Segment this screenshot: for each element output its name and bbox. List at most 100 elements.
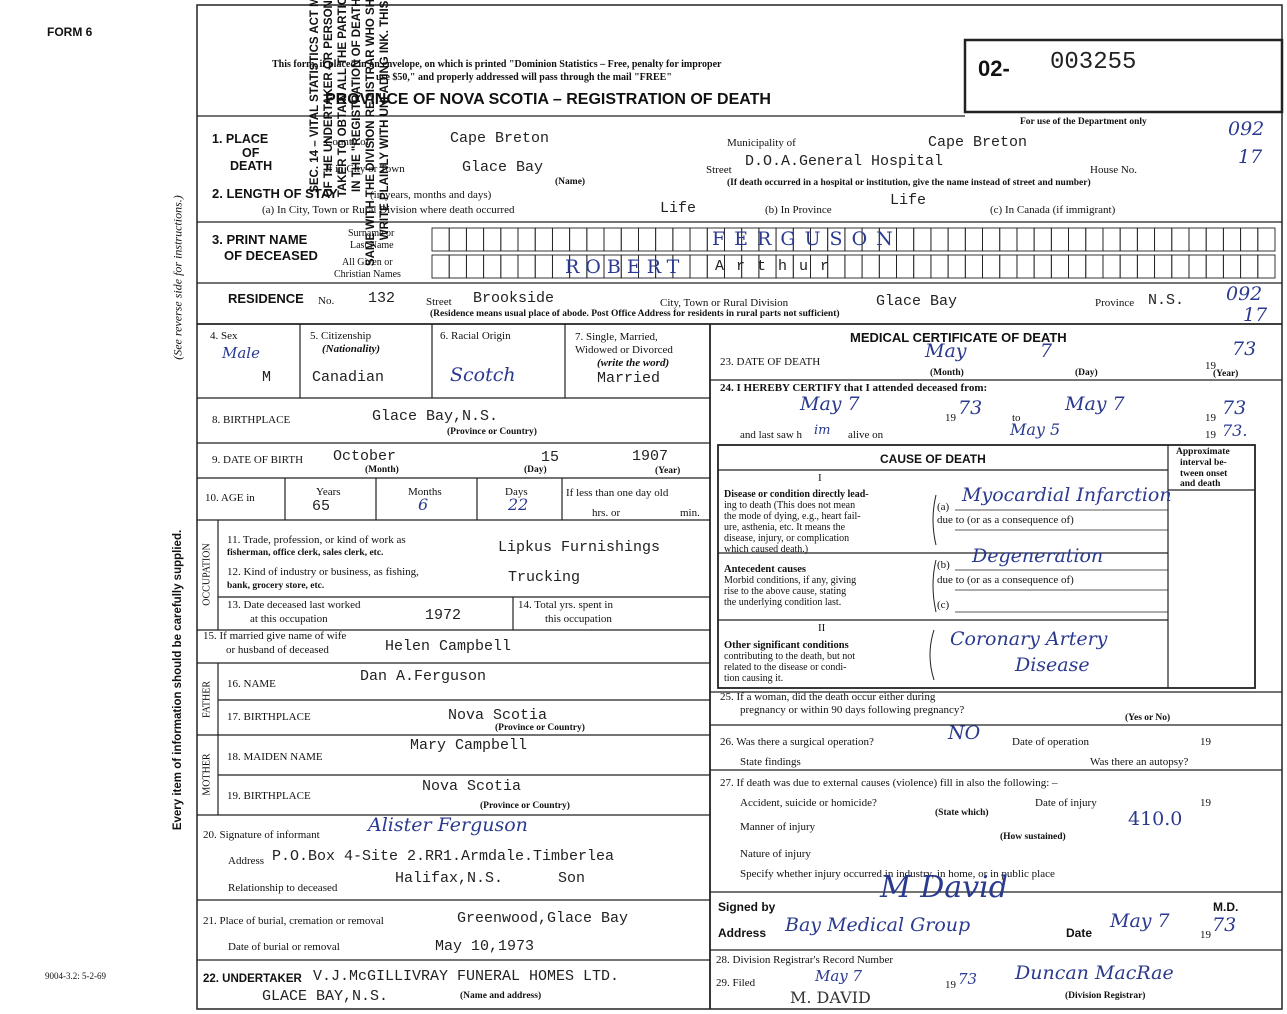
letter-box	[1171, 227, 1190, 252]
occupation-side: OCCUPATION	[201, 543, 213, 606]
q26-century: 19	[1200, 736, 1211, 748]
left-margin-reverse-note: (See reverse side for instructions.)	[170, 195, 185, 360]
cause-other: contributing to the death, but not	[724, 651, 856, 662]
name-surname: FERGUSON	[712, 228, 902, 250]
q27-state-note: (State which)	[935, 808, 989, 818]
certify-from-year: 73	[958, 397, 983, 419]
letter-box	[1050, 254, 1070, 279]
occupation-last-label: at this occupation	[250, 613, 328, 625]
residence-city-label: City, Town or Rural Division	[660, 297, 789, 309]
letter-box	[930, 227, 949, 252]
place-heading: DEATH	[230, 159, 273, 173]
birth-place-label: 8. BIRTHPLACE	[212, 414, 291, 426]
certify-until-year: 73	[1222, 397, 1247, 419]
q27-nature: Nature of injury	[740, 848, 811, 860]
mother-bp: Nova Scotia	[422, 778, 522, 795]
informant-rel-label: Relationship to deceased	[228, 882, 338, 894]
personal-marital: Married	[597, 370, 661, 387]
letter-box	[465, 254, 485, 279]
personal-cit-label: 5. Citizenship	[310, 330, 372, 342]
cause-direct-label: ing to death (This does not mean	[724, 500, 856, 511]
letter-box	[1119, 254, 1138, 279]
name-given: ROBERT	[565, 256, 686, 278]
q27-how-note: (How sustained)	[1000, 832, 1066, 842]
letter-box	[551, 227, 571, 252]
letter-box	[620, 227, 639, 252]
letter-box	[1136, 227, 1156, 252]
q27-label: 27. If death was due to external causes …	[720, 777, 1058, 789]
sign-signed-label: Signed by	[718, 900, 776, 914]
q25-label2: pregnancy or within 90 days following pr…	[740, 704, 965, 716]
medical-year-note: (Year)	[1213, 369, 1239, 379]
letter-box	[689, 254, 708, 279]
mother-bp-note: (Province or Country)	[480, 801, 570, 811]
letter-box	[500, 254, 519, 279]
form-border	[196, 4, 1283, 1010]
cause-interval: and death	[1180, 479, 1221, 489]
certify-last-century: 19	[1205, 429, 1216, 441]
letter-box	[431, 227, 450, 252]
letter-box	[1188, 254, 1207, 279]
place-city-label: If in City or Town	[325, 163, 405, 175]
letter-box	[1068, 227, 1087, 252]
father-side: FATHER	[201, 680, 213, 719]
letter-box	[1222, 254, 1242, 279]
personal-sex-label: 4. Sex	[210, 330, 238, 342]
cause-antecedent-heading: Antecedent causes	[724, 564, 806, 575]
letter-box	[603, 227, 622, 252]
letter-box	[947, 227, 966, 252]
q27-manner: Manner of injury	[740, 821, 816, 833]
certify-until: May 7	[1065, 393, 1125, 415]
letter-box	[1033, 254, 1052, 279]
birth-year: 1907	[632, 448, 669, 465]
certify-last-pron: im	[814, 423, 831, 438]
occupation-total-label: 14. Total yrs. spent in	[518, 599, 613, 611]
letter-box	[1068, 254, 1087, 279]
father-bp: Nova Scotia	[448, 707, 548, 724]
cause-b-text: Degeneration	[972, 545, 1104, 567]
place-heading: OF	[242, 146, 260, 160]
q25-label: 25. If a woman, did the death occur eith…	[720, 691, 936, 703]
medical-dod-day: 7	[1040, 340, 1053, 362]
letter-box	[1240, 254, 1259, 279]
occupation-last: 1972	[425, 607, 462, 624]
cause-direct-label: ure, asthenia, etc. It means the	[724, 522, 846, 533]
name-given-label: All Given or	[342, 257, 393, 268]
letter-box	[947, 254, 966, 279]
undertaker-name: V.J.McGILLIVRAY FUNERAL HOMES LTD.	[313, 968, 620, 985]
q26-answer: NO	[948, 722, 981, 744]
personal-sex: M	[262, 369, 272, 386]
header-reg-number: 003255	[1050, 49, 1137, 76]
stay-heading: 2. LENGTH OF STAY	[212, 186, 338, 201]
cause-other-heading: Other significant conditions	[724, 640, 849, 651]
medical-dod-month: May	[925, 340, 967, 362]
letter-box	[930, 254, 949, 279]
certify-to: to	[1012, 412, 1021, 424]
name-heading: 3. PRINT NAME	[212, 232, 308, 247]
personal-cit: Canadian	[312, 369, 385, 386]
father-name: Dan A.Ferguson	[360, 668, 487, 685]
header-dept-codes: 092	[1228, 118, 1265, 140]
age-days-label: Days	[505, 486, 528, 498]
registrar-filed-label: 29. Filed	[716, 977, 756, 989]
informant-addr2: Halifax,N.S.	[395, 870, 504, 887]
personal-cit-note: (Nationality)	[322, 343, 381, 355]
informant-addr: P.O.Box 4-Site 2.RR1.Armdale.Timberlea	[272, 848, 615, 865]
personal-marital-note: (write the word)	[597, 357, 670, 369]
informant-addr-label: Address	[228, 855, 265, 867]
letter-box	[483, 254, 502, 279]
bracket	[929, 494, 937, 681]
cause-c: (c)	[937, 599, 950, 611]
birth-day-note: (Day)	[524, 465, 547, 475]
letter-box	[1154, 254, 1173, 279]
letter-box	[465, 227, 485, 252]
letter-box	[1205, 254, 1224, 279]
registrar-year: 73	[958, 970, 978, 988]
age-hrs: hrs. or	[592, 507, 621, 519]
cause-part2: II	[818, 622, 826, 634]
birth-place-note: (Province or Country)	[447, 427, 537, 437]
letter-box	[1222, 227, 1242, 252]
header-notice-lines: This form, if placed in an envelope, on …	[272, 59, 722, 70]
